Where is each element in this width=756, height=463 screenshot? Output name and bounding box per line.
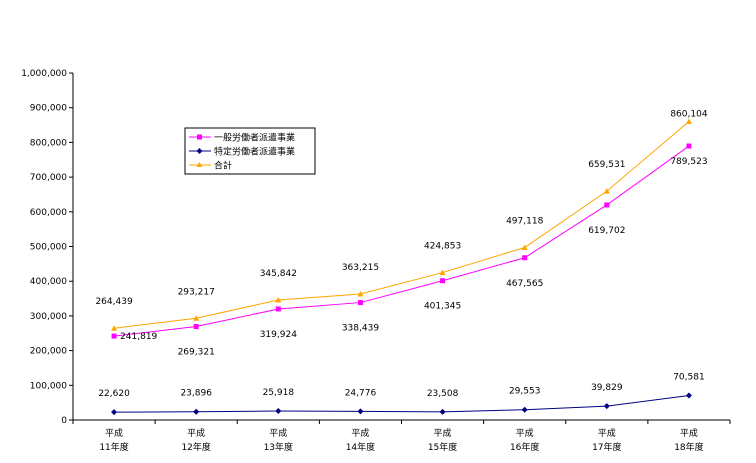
data-point: [357, 290, 364, 297]
x-tick-label: 平成: [598, 427, 616, 439]
data-label: 860,104: [670, 110, 707, 120]
x-tick-label: 平成: [187, 427, 205, 439]
data-label: 338,439: [342, 324, 379, 334]
data-point: [111, 409, 118, 416]
series-line-2: [114, 121, 690, 329]
data-point: [193, 324, 199, 330]
y-tick-label: 900,000: [30, 104, 67, 114]
data-point: [193, 315, 200, 321]
data-label: 345,842: [260, 269, 297, 279]
data-label: 39,829: [591, 383, 623, 393]
data-point: [357, 300, 363, 306]
data-point: [111, 325, 118, 331]
data-point: [521, 244, 528, 251]
data-label: 269,321: [178, 348, 215, 358]
chart-axes: [72, 73, 730, 421]
data-point: [439, 269, 446, 276]
y-tick-label: 200,000: [30, 347, 67, 357]
data-label: 24,776: [345, 388, 377, 398]
legend-marker-0: [197, 134, 202, 140]
y-tick-label: 800,000: [30, 138, 67, 148]
data-label: 467,565: [506, 279, 543, 289]
x-tick-label: 18年度: [674, 441, 703, 453]
data-point: [439, 408, 446, 415]
series-line-1: [114, 395, 690, 413]
data-label: 319,924: [260, 330, 297, 340]
y-tick-label: 1,000,000: [21, 69, 67, 79]
data-label: 363,215: [342, 263, 379, 273]
data-label: 293,217: [178, 287, 215, 297]
data-point: [440, 278, 446, 284]
data-label: 659,531: [588, 160, 625, 170]
data-label: 424,853: [424, 242, 461, 252]
legend-label-1: 特定労働者派遣事業: [214, 146, 295, 158]
data-label: 619,702: [588, 226, 625, 236]
data-point: [521, 406, 528, 413]
series-line-0: [114, 145, 690, 337]
data-point: [522, 255, 528, 261]
data-label: 22,620: [98, 389, 130, 399]
x-tick-label: 14年度: [346, 441, 375, 453]
data-label: 29,553: [509, 387, 541, 397]
legend-marker-1: [196, 148, 203, 154]
legend-label-0: 一般労働者派遣事業: [214, 132, 295, 144]
legend: 一般労働者派遣事業 特定労働者派遣事業 合計: [184, 127, 316, 175]
legend-item-0: 一般労働者派遣事業: [189, 132, 295, 144]
x-tick-label: 11年度: [99, 441, 128, 453]
data-point: [275, 306, 281, 312]
legend-label-2: 合計: [214, 160, 232, 172]
data-labels: 241,819 269,321 319,924 338,439 401,345 467,5…: [95, 110, 707, 400]
data-label: 70,581: [673, 373, 705, 383]
data-point: [685, 392, 692, 399]
x-tick-label: 平成: [516, 427, 534, 439]
data-point: [193, 408, 200, 415]
y-tick-label: 500,000: [30, 243, 67, 253]
data-label: 401,345: [424, 302, 461, 312]
data-label: 264,439: [95, 297, 132, 307]
data-label: 241,819: [120, 332, 157, 342]
x-tick-label: 13年度: [264, 441, 293, 453]
x-tick-label: 16年度: [510, 441, 539, 453]
y-tick-label: 600,000: [30, 208, 67, 218]
data-point: [686, 143, 692, 149]
legend-item-2: 合計: [189, 160, 232, 172]
data-point: [357, 408, 364, 415]
x-tick-label: 平成: [105, 427, 123, 439]
legend-item-1: 特定労働者派遣事業: [189, 146, 295, 158]
data-point: [603, 403, 610, 410]
data-point: [603, 188, 610, 194]
data-label: 23,508: [427, 389, 459, 399]
data-label: 789,523: [670, 157, 707, 167]
y-tick-label: 700,000: [30, 173, 67, 183]
x-tick-label: 平成: [269, 427, 287, 439]
y-tick-label: 100,000: [30, 381, 67, 391]
series-group: [111, 118, 692, 416]
data-point: [685, 118, 692, 125]
x-tick-label: 平成: [351, 427, 369, 439]
y-tick-label: 300,000: [30, 312, 67, 322]
y-axis-ticks: 0 100,000 200,000 300,000 400,000 500,000 600,…: [21, 69, 73, 426]
data-label: 497,118: [506, 217, 543, 227]
data-label: 25,918: [263, 388, 295, 398]
x-tick-label: 平成: [680, 427, 698, 439]
x-axis-ticks: 平成 11年度 平成 12年度 平成 13年度 平成 14年度 平成 15年度 平成 16年度 平成 17…: [72, 420, 731, 453]
y-tick-label: 400,000: [30, 277, 67, 287]
data-point: [604, 202, 610, 208]
data-point: [275, 408, 282, 415]
data-point: [275, 296, 282, 303]
x-tick-label: 17年度: [592, 441, 621, 453]
y-tick-label: 0: [61, 416, 67, 426]
x-tick-label: 12年度: [181, 441, 210, 453]
x-tick-label: 15年度: [428, 441, 457, 453]
legend-marker-2: [196, 162, 203, 167]
data-label: 23,896: [180, 389, 212, 399]
x-tick-label: 平成: [434, 427, 452, 439]
data-point: [111, 333, 117, 339]
